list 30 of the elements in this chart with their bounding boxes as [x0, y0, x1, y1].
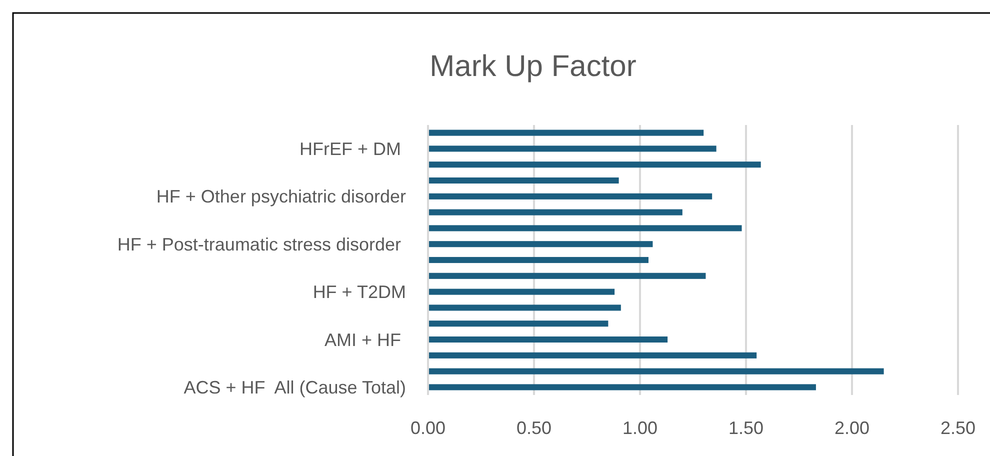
bar — [428, 368, 884, 374]
bar — [428, 130, 704, 136]
y-tick-label: HF + T2DM — [312, 282, 406, 302]
bar — [428, 162, 761, 168]
bar — [428, 272, 706, 279]
x-tick-label: 1.50 — [728, 418, 764, 438]
bar — [428, 241, 653, 248]
bar — [428, 146, 716, 152]
bar — [428, 256, 648, 264]
y-tick-label: HF + Other psychiatric disorder — [156, 186, 406, 207]
x-tick-label: 2.00 — [834, 418, 870, 438]
bar — [428, 193, 712, 200]
bar — [428, 320, 608, 327]
bar — [428, 209, 682, 216]
bar — [428, 336, 668, 343]
x-tick-label: 0.00 — [410, 418, 446, 438]
bar — [428, 177, 619, 184]
y-tick-label: AMI + HF — [324, 330, 406, 350]
bar — [428, 304, 621, 311]
bar — [428, 352, 757, 358]
x-tick-label: 0.50 — [516, 418, 552, 438]
y-tick-label: HFrEF + DM — [300, 138, 406, 159]
chart-title: Mark Up Factor — [430, 50, 636, 83]
y-tick-label: ACS + HF All (Cause Total) — [184, 378, 406, 398]
bar — [428, 384, 816, 390]
x-tick-label: 2.50 — [940, 418, 976, 438]
bar — [428, 225, 742, 232]
y-tick-label: HF + Post-traumatic stress disorder — [117, 234, 406, 254]
bar — [428, 288, 615, 295]
x-tick-label: 1.00 — [622, 418, 658, 438]
